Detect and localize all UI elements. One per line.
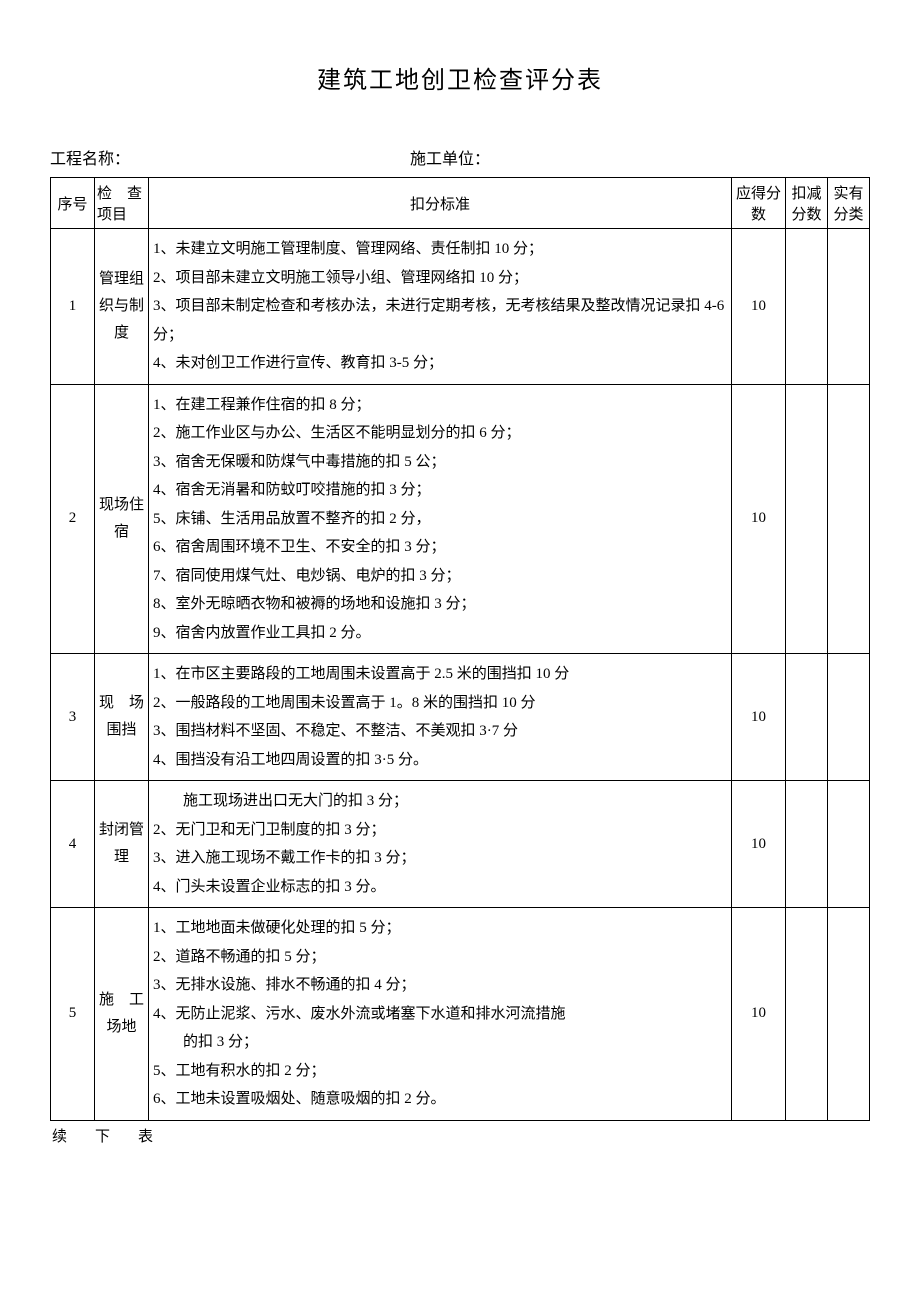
cell-criteria: 施工现场进出口无大门的扣 3 分； 2、无门卫和无门卫制度的扣 3 分； 3、进… [149, 781, 732, 908]
table-row: 1管理组织与制度1、未建立文明施工管理制度、管理网络、责任制扣 10 分； 2、… [51, 229, 870, 385]
header-deduct: 扣减分数 [786, 178, 828, 229]
cell-criteria: 1、在市区主要路段的工地周围未设置高于 2.5 米的围挡扣 10 分 2、一般路… [149, 654, 732, 781]
cell-item: 施 工场地 [95, 908, 149, 1121]
cell-actual [828, 654, 870, 781]
cell-deduct [786, 781, 828, 908]
header-score: 应得分数 [732, 178, 786, 229]
header-actual: 实有分类 [828, 178, 870, 229]
header-row: 工程名称： 施工单位： [50, 145, 870, 169]
cell-actual [828, 781, 870, 908]
table-row: 2现场住宿1、在建工程兼作住宿的扣 8 分； 2、施工作业区与办公、生活区不能明… [51, 384, 870, 654]
cell-item: 管理组织与制度 [95, 229, 149, 385]
cell-seq: 3 [51, 654, 95, 781]
score-table: 序号 检 查项目 扣分标准 应得分数 扣减分数 实有分类 1管理组织与制度1、未… [50, 177, 870, 1121]
cell-criteria: 1、在建工程兼作住宿的扣 8 分； 2、施工作业区与办公、生活区不能明显划分的扣… [149, 384, 732, 654]
cell-item: 封闭管理 [95, 781, 149, 908]
cell-seq: 5 [51, 908, 95, 1121]
header-criteria: 扣分标准 [149, 178, 732, 229]
cell-criteria: 1、未建立文明施工管理制度、管理网络、责任制扣 10 分； 2、项目部未建立文明… [149, 229, 732, 385]
cell-deduct [786, 654, 828, 781]
cell-deduct [786, 908, 828, 1121]
cell-score: 10 [732, 908, 786, 1121]
table-row: 4封闭管理 施工现场进出口无大门的扣 3 分； 2、无门卫和无门卫制度的扣 3 … [51, 781, 870, 908]
cell-score: 10 [732, 229, 786, 385]
table-row: 5施 工场地1、工地地面未做硬化处理的扣 5 分； 2、道路不畅通的扣 5 分；… [51, 908, 870, 1121]
cell-score: 10 [732, 654, 786, 781]
cell-seq: 2 [51, 384, 95, 654]
cell-score: 10 [732, 384, 786, 654]
cell-deduct [786, 384, 828, 654]
header-item: 检 查项目 [95, 178, 149, 229]
construction-unit-label: 施工单位： [410, 145, 870, 169]
cell-criteria: 1、工地地面未做硬化处理的扣 5 分； 2、道路不畅通的扣 5 分； 3、无排水… [149, 908, 732, 1121]
header-seq: 序号 [51, 178, 95, 229]
cell-item: 现 场围挡 [95, 654, 149, 781]
cell-deduct [786, 229, 828, 385]
cell-item: 现场住宿 [95, 384, 149, 654]
project-name-label: 工程名称： [50, 145, 410, 169]
cell-seq: 1 [51, 229, 95, 385]
cell-score: 10 [732, 781, 786, 908]
page-title: 建筑工地创卫检查评分表 [50, 60, 870, 95]
table-header-row: 序号 检 查项目 扣分标准 应得分数 扣减分数 实有分类 [51, 178, 870, 229]
cell-seq: 4 [51, 781, 95, 908]
table-row: 3现 场围挡1、在市区主要路段的工地周围未设置高于 2.5 米的围挡扣 10 分… [51, 654, 870, 781]
cell-actual [828, 229, 870, 385]
cell-actual [828, 384, 870, 654]
continuation-note: 续下表 [50, 1125, 870, 1146]
cell-actual [828, 908, 870, 1121]
